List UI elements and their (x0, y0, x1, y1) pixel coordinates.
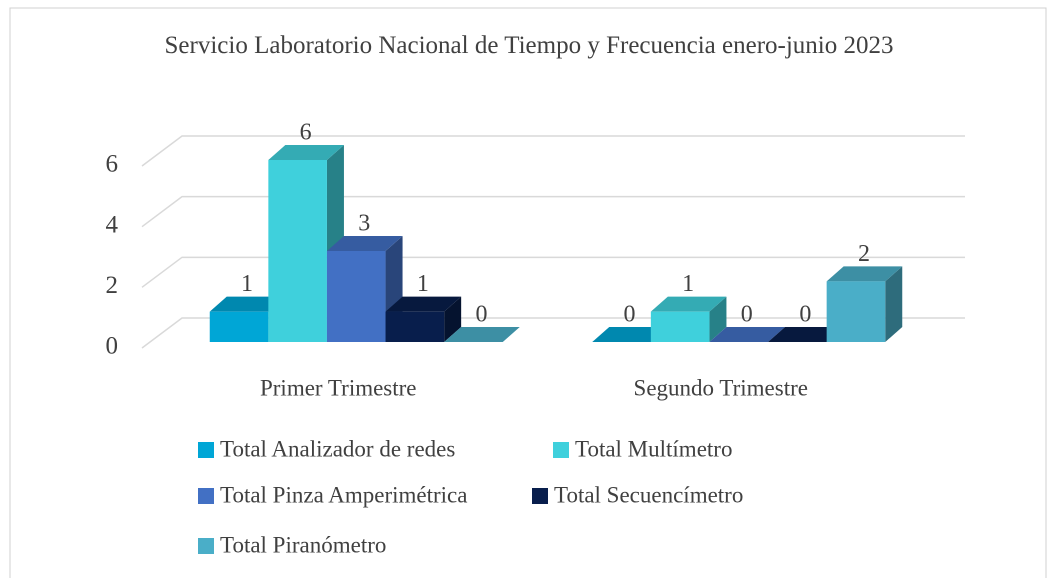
legend-swatch (198, 442, 214, 458)
value-label: 0 (475, 302, 487, 328)
bar-side (709, 296, 727, 342)
bar-side (885, 266, 903, 342)
bar-front (268, 160, 327, 342)
legend-label: Total Analizador de redes (220, 436, 455, 461)
grid-line (141, 135, 965, 167)
chart-border (9, 7, 1047, 578)
x-tick-label: Primer Trimestre (260, 375, 417, 400)
bar-top (209, 296, 286, 312)
bar (444, 327, 520, 342)
value-label: 0 (741, 302, 753, 328)
bar (268, 145, 344, 342)
value-label: 0 (624, 302, 636, 328)
value-label: 6 (300, 120, 312, 146)
bar-front (209, 311, 269, 342)
bar (385, 296, 462, 342)
bar-top (385, 296, 462, 312)
bar-top (768, 327, 844, 342)
legend-swatch (198, 538, 214, 554)
legend-swatch (553, 442, 569, 458)
value-label: 1 (682, 271, 694, 297)
value-label: 1 (417, 271, 429, 297)
y-tick-label: 0 (106, 333, 119, 360)
bar (768, 327, 844, 342)
bar-front (326, 251, 386, 342)
legend-swatch (532, 488, 548, 504)
y-tick-label: 4 (106, 211, 119, 238)
chart-title: Servicio Laboratorio Nacional de Tiempo … (164, 32, 894, 59)
value-label: 1 (241, 271, 253, 297)
bar (592, 327, 668, 342)
legend-label: Total Piranómetro (220, 532, 386, 557)
y-tick-label: 6 (106, 151, 119, 178)
bar-front (650, 311, 710, 342)
bar-top (826, 266, 903, 282)
x-tick-label: Segundo Trimestre (634, 375, 808, 400)
grid-line (141, 256, 965, 288)
bar-top (444, 327, 520, 342)
bar-top (709, 327, 786, 342)
grid-line (141, 195, 965, 228)
bar-front (826, 281, 886, 342)
bar-top (326, 236, 403, 251)
bar-top (592, 327, 668, 342)
value-label: 0 (799, 302, 811, 328)
bar (326, 236, 403, 342)
value-label: 2 (858, 241, 870, 267)
bar (650, 296, 727, 342)
legend-label: Total Pinza Amperimétrica (220, 482, 467, 507)
bar-top (268, 145, 344, 160)
bar-top (650, 296, 727, 312)
bar-front (385, 311, 445, 342)
legend-label: Total Multímetro (575, 436, 732, 461)
bar-side (444, 296, 462, 342)
bar (709, 327, 786, 342)
y-tick-label: 2 (106, 272, 119, 299)
value-label: 3 (358, 211, 370, 237)
legend-label: Total Secuencímetro (554, 482, 743, 507)
legend-swatch (198, 488, 214, 504)
bar (826, 266, 903, 342)
